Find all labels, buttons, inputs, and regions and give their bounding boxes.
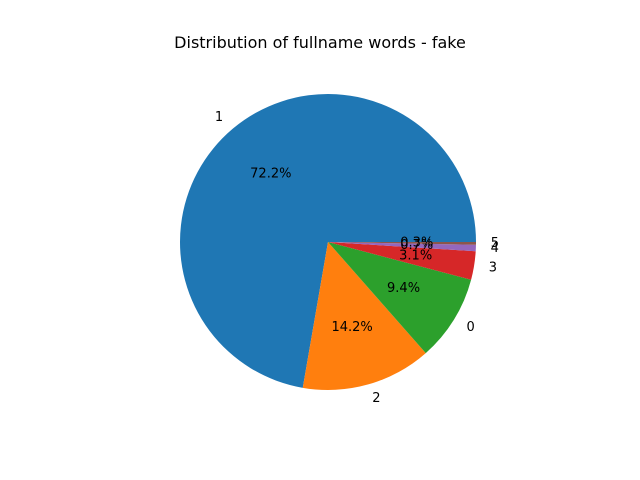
slice-label-4: 4 (491, 241, 499, 256)
slice-percent-3: 3.1% (399, 249, 432, 264)
pie-slice-3 (328, 242, 476, 280)
slice-label-2: 2 (372, 391, 380, 406)
pie-slice-4 (328, 242, 476, 252)
slice-label-5: 5 (491, 236, 499, 251)
pie-slice-5 (328, 242, 476, 245)
slice-percent-5: 0.3% (400, 235, 433, 250)
slice-percent-0: 9.4% (387, 281, 420, 296)
slice-percent-2: 14.2% (331, 320, 372, 335)
chart-title: Distribution of fullname words - fake (174, 33, 466, 52)
slice-percent-4: 0.7% (400, 238, 433, 253)
pie-slice-2 (302, 242, 426, 390)
pie-slice-0 (328, 242, 472, 354)
slice-label-3: 3 (489, 260, 497, 275)
slice-label-1: 1 (215, 110, 223, 125)
slice-label-0: 0 (466, 320, 474, 335)
pie-slice-1 (180, 93, 477, 388)
slice-percent-1: 72.2% (250, 167, 291, 182)
